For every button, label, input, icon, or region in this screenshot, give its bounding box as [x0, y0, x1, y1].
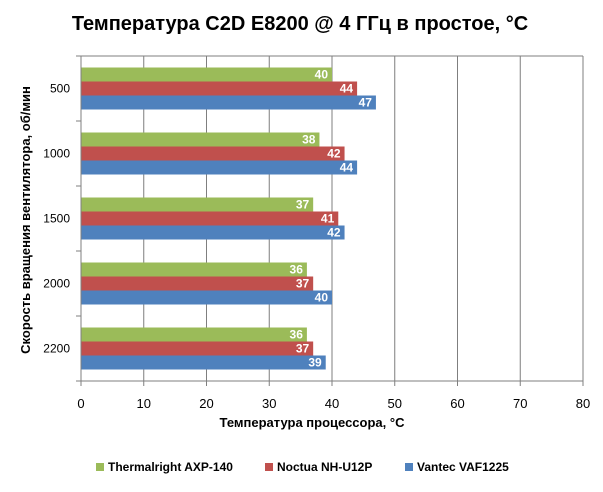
data-label-vantec-vaf1225-1000: 44	[340, 161, 354, 175]
y-tick-label-1500: 1500	[43, 212, 70, 226]
data-label-thermalright-axp-140-1500: 37	[296, 198, 310, 212]
x-tick-label-50: 50	[388, 396, 402, 411]
x-tick-label-10: 10	[137, 396, 151, 411]
legend-label-thermalright-axp-140: Thermalright AXP-140	[108, 460, 233, 474]
bar-thermalright-axp-140-1500	[81, 197, 314, 212]
bar-thermalright-axp-140-2000	[81, 262, 307, 277]
bar-vantec-vaf1225-1500	[81, 225, 345, 240]
bar-vantec-vaf1225-2200	[81, 355, 326, 370]
x-tick-label-80: 80	[576, 396, 590, 411]
x-tick-label-20: 20	[199, 396, 213, 411]
axis-layer: 0 10 20 30 40 50 60 70 80 500 1000 1500 2000 2200	[43, 55, 590, 411]
y-tick-label-500: 500	[50, 82, 70, 96]
data-label-noctua-nh-u12p-1500: 41	[321, 212, 335, 226]
legend-label-vantec-vaf1225: Vantec VAF1225	[417, 460, 509, 474]
data-label-noctua-nh-u12p-1000: 42	[327, 147, 341, 161]
legend-label-noctua-nh-u12p: Noctua NH-U12P	[277, 460, 372, 474]
bar-thermalright-axp-140-2200	[81, 327, 307, 342]
legend-swatch-vantec-vaf1225	[405, 463, 413, 471]
data-label-vantec-vaf1225-500: 47	[359, 96, 373, 110]
y-tick-label-1000: 1000	[43, 147, 70, 161]
bar-noctua-nh-u12p-1500	[81, 211, 339, 226]
x-tick-label-60: 60	[450, 396, 464, 411]
y-tick-label-2200: 2200	[43, 342, 70, 356]
x-tick-label-30: 30	[262, 396, 276, 411]
legend-swatch-thermalright-axp-140	[96, 463, 104, 471]
x-tick-label-0: 0	[77, 396, 84, 411]
data-label-thermalright-axp-140-1000: 38	[302, 133, 316, 147]
data-label-vantec-vaf1225-2000: 40	[315, 291, 329, 305]
data-label-thermalright-axp-140-2200: 36	[290, 328, 304, 342]
y-axis-label: Скорость вращения вентилятора, об/мин	[18, 86, 33, 354]
data-label-noctua-nh-u12p-2000: 37	[296, 277, 310, 291]
data-label-thermalright-axp-140-2000: 36	[290, 263, 304, 277]
legend: Thermalright AXP-140 Noctua NH-U12P Vantec…	[96, 460, 509, 474]
bar-noctua-nh-u12p-2200	[81, 341, 314, 356]
grid-layer	[81, 55, 584, 381]
x-tick-label-40: 40	[325, 396, 339, 411]
data-label-vantec-vaf1225-1500: 42	[327, 226, 341, 240]
bar-noctua-nh-u12p-1000	[81, 146, 345, 161]
data-label-noctua-nh-u12p-2200: 37	[296, 342, 310, 356]
y-tick-label-2000: 2000	[43, 277, 70, 291]
x-axis-label: Температура процессора, °C	[220, 415, 406, 430]
bar-vantec-vaf1225-500	[81, 95, 376, 110]
x-tick-label-70: 70	[513, 396, 527, 411]
bar-thermalright-axp-140-1000	[81, 132, 320, 147]
data-label-vantec-vaf1225-2200: 39	[308, 356, 322, 370]
bar-noctua-nh-u12p-2000	[81, 276, 314, 291]
legend-swatch-noctua-nh-u12p	[265, 463, 273, 471]
data-label-noctua-nh-u12p-500: 44	[340, 82, 354, 96]
bar-noctua-nh-u12p-500	[81, 81, 358, 96]
data-label-thermalright-axp-140-500: 40	[315, 68, 329, 82]
bar-vantec-vaf1225-2000	[81, 290, 332, 305]
bar-vantec-vaf1225-1000	[81, 160, 358, 175]
bar-thermalright-axp-140-500	[81, 67, 332, 82]
chart-title: Температура C2D E8200 @ 4 ГГц в простое,…	[72, 13, 528, 35]
